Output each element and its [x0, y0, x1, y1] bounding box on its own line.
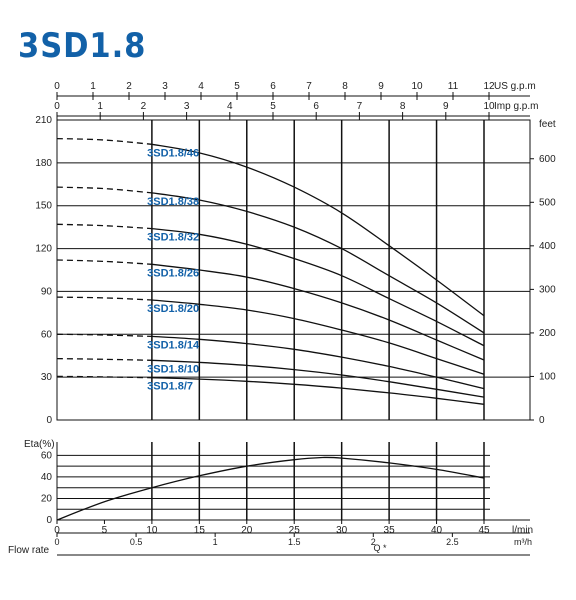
m3h-tick-label: 2 [371, 537, 376, 547]
imp-gpm-tick-label: 4 [227, 101, 233, 112]
page-title: 3SD1.8 [18, 26, 147, 66]
us-gpm-tick-label: 4 [198, 81, 204, 92]
imp-gpm-tick-label: 2 [141, 101, 147, 112]
head-y-tick-label: 30 [41, 372, 53, 383]
imp-gpm-tick-label: 0 [54, 101, 60, 112]
head-y-tick-label: 180 [35, 158, 52, 169]
us-gpm-axis-label: US g.p.m [494, 81, 536, 92]
eta-y-tick-label: 40 [41, 472, 53, 483]
head-curve [151, 143, 485, 317]
curve-label: 3SD1.8/38 [147, 196, 199, 208]
m3h-tick-label: 1.5 [288, 537, 301, 547]
imp-gpm-tick-label: 9 [443, 101, 449, 112]
eta-y-tick-label: 20 [41, 493, 53, 504]
imp-gpm-tick-label: 3 [184, 101, 190, 112]
feet-axis-label: feet [539, 119, 556, 130]
curve-layer [56, 137, 485, 521]
m3h-axis-label: m³/h [514, 537, 532, 547]
feet-tick-label: 300 [539, 284, 556, 295]
us-gpm-tick-label: 9 [378, 81, 384, 92]
curve-label: 3SD1.8/7 [147, 381, 193, 393]
feet-tick-label: 100 [539, 371, 556, 382]
curve-label: 3SD1.8/32 [147, 232, 199, 244]
head-curve-dashed [56, 333, 152, 338]
m3h-tick-label: 2.5 [446, 537, 459, 547]
imp-gpm-tick-label: 1 [97, 101, 103, 112]
q-caption: Q * [373, 543, 387, 553]
eta-y-tick-label: 0 [46, 515, 52, 526]
head-y-tick-label: 60 [41, 329, 53, 340]
imp-gpm-tick-label: 6 [313, 101, 319, 112]
curve-label: 3SD1.8/20 [147, 303, 199, 315]
head-curve-dashed [56, 137, 152, 145]
head-curve [151, 263, 485, 361]
us-gpm-tick-label: 1 [90, 81, 96, 92]
lpm-tick-label: 5 [102, 525, 108, 536]
curve-label: 3SD1.8/46 [147, 147, 199, 159]
head-curve-dashed [56, 223, 152, 230]
us-gpm-tick-label: 3 [162, 81, 168, 92]
lpm-tick-label: 45 [478, 525, 490, 536]
lpm-tick-label: 10 [146, 525, 158, 536]
grid-layer [56, 92, 534, 556]
head-curve-dashed [56, 296, 152, 301]
head-curve-dashed [56, 259, 152, 265]
head-curve-dashed [56, 357, 152, 361]
lpm-axis-label: l/min [512, 525, 533, 536]
head-y-tick-label: 120 [35, 244, 52, 255]
lpm-tick-label: 15 [194, 525, 206, 536]
head-curve-dashed [56, 186, 152, 194]
head-y-tick-label: 90 [41, 286, 53, 297]
imp-gpm-tick-label: 10 [483, 101, 495, 112]
feet-tick-label: 0 [539, 415, 545, 426]
us-gpm-tick-label: 10 [411, 81, 423, 92]
flow-rate-label: Flow rate [8, 545, 50, 556]
head-curve [151, 227, 485, 347]
feet-tick-label: 400 [539, 241, 556, 252]
feet-tick-label: 500 [539, 197, 556, 208]
us-gpm-tick-label: 6 [270, 81, 276, 92]
curve-label: 3SD1.8/10 [147, 363, 199, 375]
curve-label: 3SD1.8/26 [147, 267, 199, 279]
lpm-tick-label: 25 [289, 525, 301, 536]
m3h-tick-label: 0 [54, 537, 59, 547]
head-curve [151, 377, 485, 405]
us-gpm-tick-label: 0 [54, 81, 60, 92]
us-gpm-tick-label: 11 [448, 81, 459, 92]
us-gpm-tick-label: 8 [342, 81, 348, 92]
us-gpm-tick-label: 2 [126, 81, 132, 92]
eta-axis-label: Eta(%) [24, 439, 55, 450]
head-y-tick-label: 150 [35, 201, 52, 212]
lpm-tick-label: 30 [336, 525, 348, 536]
curve-label: 3SD1.8/14 [147, 339, 200, 351]
lpm-tick-label: 40 [431, 525, 443, 536]
lpm-tick-label: 35 [384, 525, 396, 536]
label-layer: 0 1 2 3 4 5 6 7 8 9 10 11 12 US g.p.m0 1 2 3 4 5 6 7 8 9 10 Imp … [8, 81, 556, 556]
eta-y-tick-label: 60 [41, 450, 53, 461]
feet-tick-label: 200 [539, 328, 556, 339]
lpm-tick-label: 0 [54, 525, 60, 536]
imp-gpm-tick-label: 5 [270, 101, 276, 112]
us-gpm-tick-label: 12 [483, 81, 495, 92]
us-gpm-tick-label: 7 [306, 81, 312, 92]
feet-tick-label: 600 [539, 154, 556, 165]
head-y-tick-label: 210 [35, 115, 52, 126]
imp-gpm-tick-label: 7 [357, 101, 363, 112]
head-curve-dashed [56, 375, 152, 379]
us-gpm-tick-label: 5 [234, 81, 240, 92]
m3h-tick-label: 1 [213, 537, 218, 547]
head-curve [151, 335, 485, 390]
m3h-tick-label: 0.5 [130, 537, 143, 547]
head-curve [151, 299, 485, 375]
head-y-tick-label: 0 [46, 415, 52, 426]
head-curve [151, 192, 485, 334]
head-curve [151, 359, 485, 398]
lpm-tick-label: 20 [241, 525, 253, 536]
eta-curve [56, 456, 485, 521]
imp-gpm-axis-label: Imp g.p.m [494, 101, 538, 112]
imp-gpm-tick-label: 8 [400, 101, 406, 112]
